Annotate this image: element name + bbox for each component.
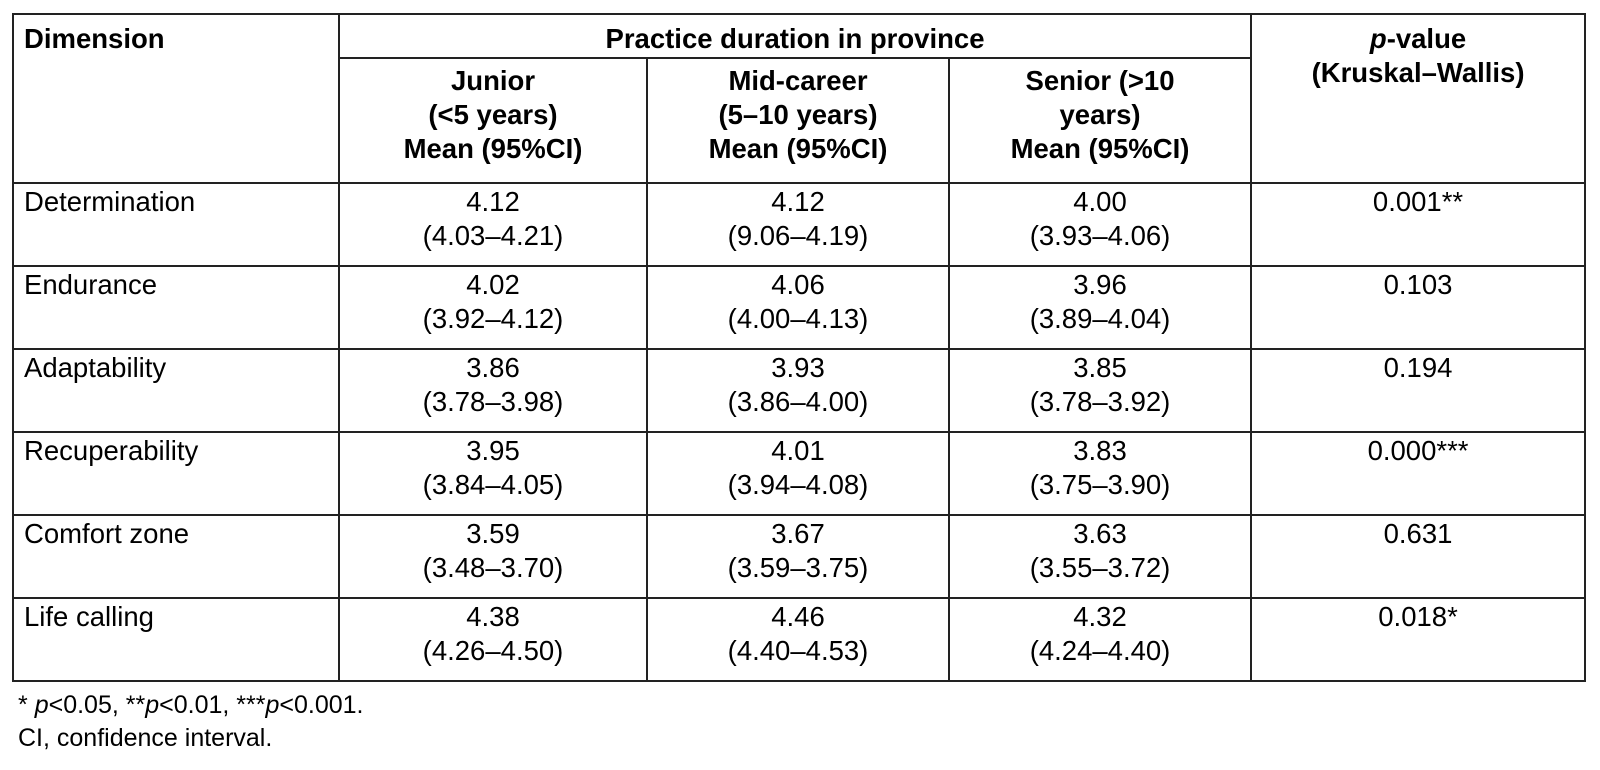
junior-cell: 3.59 (3.48–3.70): [338, 514, 648, 599]
mid-career-cell: 3.93 (3.86–4.00): [646, 348, 950, 433]
senior-mean-text: 3.63: [1073, 518, 1127, 549]
p-value-cell: 0.018*: [1250, 597, 1587, 682]
table-row: Recuperability 3.95 (3.84–4.05) 4.01 (3.94–4…: [12, 431, 1587, 516]
mid-career-cell: 4.12 (9.06–4.19): [646, 182, 950, 267]
junior-header: Junior (<5 years) Mean (95%CI): [338, 57, 648, 184]
mid-ci-text: (3.86–4.00): [727, 386, 869, 417]
junior-mean-text: 3.86: [466, 352, 520, 383]
senior-ci-text: (3.78–3.92): [1029, 386, 1171, 417]
senior-mean-text: 3.85: [1073, 352, 1127, 383]
senior-cell: 3.83 (3.75–3.90): [947, 431, 1253, 516]
mid-mean-text: 3.93: [771, 352, 825, 383]
dimension-cell: Comfort zone: [12, 514, 340, 599]
mid-mean-text: 4.46: [771, 601, 825, 632]
junior-mean-text: 4.02: [466, 269, 520, 300]
mid-career-header: Mid-career (5–10 years) Mean (95%CI): [646, 57, 950, 184]
dimension-text: Recuperability: [24, 435, 199, 466]
dimension-cell: Adaptability: [12, 348, 340, 433]
senior-cell: 4.32 (4.24–4.40): [947, 597, 1253, 682]
mid-career-cell: 3.67 (3.59–3.75): [646, 514, 950, 599]
table-row: Endurance 4.02 (3.92–4.12) 4.06 (4.00–4.13) 3…: [12, 265, 1587, 350]
dimension-cell: Life calling: [12, 597, 340, 682]
mid-ci-text: (3.94–4.08): [727, 469, 869, 500]
dimension-text: Adaptability: [24, 352, 167, 383]
junior-mean-text: 4.38: [466, 601, 520, 632]
junior-ci-text: (3.78–3.98): [422, 386, 564, 417]
footnotes: * p<0.05, **p<0.01, ***p<0.001. CI, conf…: [18, 689, 363, 755]
senior-ci-text: (3.55–3.72): [1029, 552, 1171, 583]
significance-footnote: * p<0.05, **p<0.01, ***p<0.001.: [18, 691, 364, 719]
junior-cell: 4.38 (4.26–4.50): [338, 597, 648, 682]
p-value-cell: 0.103: [1250, 265, 1587, 350]
mid-mean-text: 4.12: [771, 186, 825, 217]
p-text: 0.001**: [1372, 186, 1464, 217]
mid-mean-text: 4.06: [771, 269, 825, 300]
p-value-cell: 0.194: [1250, 348, 1587, 433]
ci-footnote: CI, confidence interval.: [18, 724, 273, 752]
practice-duration-header: Practice duration in province: [337, 13, 1253, 59]
dimension-text: Life calling: [24, 601, 154, 632]
junior-ci-text: (3.84–4.05): [422, 469, 564, 500]
junior-ci-text: (4.26–4.50): [422, 635, 564, 666]
senior-mean-text: 4.00: [1073, 186, 1127, 217]
senior-mean-text: 4.32: [1073, 601, 1127, 632]
mid-mean-text: 4.01: [771, 435, 825, 466]
p-text: 0.194: [1383, 352, 1453, 383]
junior-mean-text: 3.59: [466, 518, 520, 549]
junior-cell: 3.95 (3.84–4.05): [338, 431, 648, 516]
p-text: 0.631: [1383, 518, 1453, 549]
dimension-header: Dimension: [12, 13, 340, 184]
junior-cell: 4.02 (3.92–4.12): [338, 265, 648, 350]
junior-cell: 3.86 (3.78–3.98): [338, 348, 648, 433]
test-name-label: (Kruskal–Wallis): [1311, 57, 1525, 88]
mid-ci-text: (4.00–4.13): [727, 303, 869, 334]
junior-cell: 4.12 (4.03–4.21): [338, 182, 648, 267]
junior-ci-text: (3.48–3.70): [422, 552, 564, 583]
table-row: Comfort zone 3.59 (3.48–3.70) 3.67 (3.59–3.7…: [12, 514, 1587, 599]
p-value-cell: 0.001**: [1250, 182, 1587, 267]
mid-career-cell: 4.01 (3.94–4.08): [646, 431, 950, 516]
mid-career-cell: 4.06 (4.00–4.13): [646, 265, 950, 350]
senior-cell: 3.63 (3.55–3.72): [947, 514, 1253, 599]
senior-ci-text: (3.89–4.04): [1029, 303, 1171, 334]
dimension-text: Determination: [24, 186, 196, 217]
mid-ci-text: (9.06–4.19): [727, 220, 869, 251]
senior-ci-text: (3.75–3.90): [1029, 469, 1171, 500]
senior-cell: 4.00 (3.93–4.06): [947, 182, 1253, 267]
senior-ci-text: (3.93–4.06): [1029, 220, 1171, 251]
p-value-label: p-value: [1369, 23, 1467, 54]
table-row: Life calling 4.38 (4.26–4.50) 4.46 (4.40–4.5…: [12, 597, 1587, 682]
p-text: 0.103: [1383, 269, 1453, 300]
senior-cell: 3.96 (3.89–4.04): [947, 265, 1253, 350]
p-value-cell: 0.631: [1250, 514, 1587, 599]
p-value-cell: 0.000***: [1250, 431, 1587, 516]
junior-mean-text: 4.12: [466, 186, 520, 217]
senior-ci-text: (4.24–4.40): [1029, 635, 1171, 666]
junior-mean-text: 3.95: [466, 435, 520, 466]
results-table: Dimension Practice duration in province …: [12, 13, 1587, 682]
mid-ci-text: (4.40–4.53): [727, 635, 869, 666]
dimension-text: Comfort zone: [24, 518, 190, 549]
table-row: Adaptability 3.86 (3.78–3.98) 3.93 (3.86–4.0…: [12, 348, 1587, 433]
p-text: 0.000***: [1367, 435, 1469, 466]
dimension-cell: Recuperability: [12, 431, 340, 516]
dimension-cell: Determination: [12, 182, 340, 267]
mid-career-cell: 4.46 (4.40–4.53): [646, 597, 950, 682]
senior-mean-text: 3.83: [1073, 435, 1127, 466]
junior-ci-text: (4.03–4.21): [422, 220, 564, 251]
p-text: 0.018*: [1378, 601, 1458, 632]
mid-mean-text: 3.67: [771, 518, 825, 549]
mid-ci-text: (3.59–3.75): [727, 552, 869, 583]
junior-ci-text: (3.92–4.12): [422, 303, 564, 334]
p-value-header: p-value (Kruskal–Wallis): [1250, 13, 1587, 184]
dimension-text: Endurance: [24, 269, 158, 300]
table-row: Determination 4.12 (4.03–4.21) 4.12 (9.06–4.…: [12, 182, 1587, 267]
senior-header: Senior (>10 years) Mean (95%CI): [947, 57, 1253, 184]
senior-mean-text: 3.96: [1073, 269, 1127, 300]
dimension-cell: Endurance: [12, 265, 340, 350]
senior-cell: 3.85 (3.78–3.92): [947, 348, 1253, 433]
